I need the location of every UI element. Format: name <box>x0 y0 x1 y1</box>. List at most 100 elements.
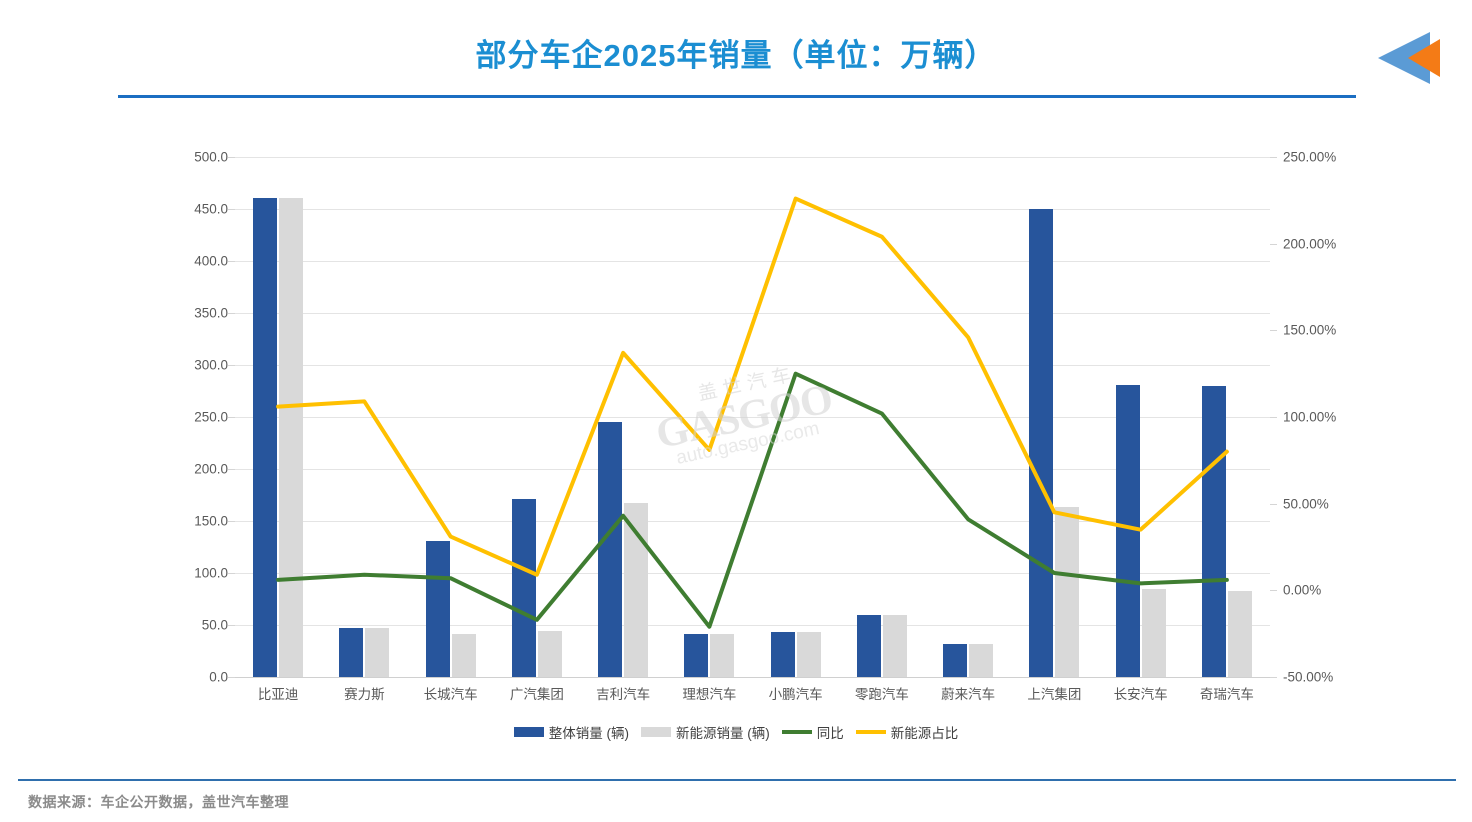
y-axis-left-tick-label: 200.0 <box>194 461 228 477</box>
x-axis-label-2: 长城汽车 <box>423 687 478 702</box>
y-axis-left-tick-label: 500.0 <box>194 149 228 165</box>
y-axis-left-tick-label: 400.0 <box>194 253 228 269</box>
line-series-nev-share <box>276 196 1229 577</box>
chart-header: 部分车企2025年销量（单位：万辆） <box>0 0 1472 100</box>
y-axis-right-tickmark <box>1270 157 1277 158</box>
y-axis-right-tick-label: 100.00% <box>1283 409 1337 425</box>
legend-swatch-icon <box>641 727 671 737</box>
bar-total-sales <box>253 197 278 677</box>
bar-series-group <box>235 157 1270 677</box>
bar-total-sales <box>1201 385 1226 677</box>
x-axis-label-9: 上汽集团 <box>1027 687 1082 702</box>
bar-nev-sales <box>969 643 994 677</box>
bar-nev-sales <box>1055 507 1080 677</box>
y-axis-left-tick-label: 300.0 <box>194 357 228 373</box>
bar-nev-sales <box>451 634 476 677</box>
y-axis-right-tickmark <box>1270 330 1277 332</box>
gridline <box>235 469 1270 470</box>
footer-divider <box>18 779 1456 781</box>
legend-swatch-icon <box>781 730 812 734</box>
y-axis-left-tick-label: 50.0 <box>201 617 228 633</box>
y-axis-right-tickmark <box>1270 417 1277 418</box>
legend-label: 同比 <box>816 726 844 741</box>
line-series-yoy <box>276 371 1229 629</box>
bar-total-sales <box>856 614 881 677</box>
y-axis-left-tickmark <box>228 157 235 158</box>
gridline <box>235 209 1270 210</box>
x-axis-label-10: 长安汽车 <box>1113 687 1168 702</box>
y-axis-right-tick-label: 0.00% <box>1283 582 1322 598</box>
bar-nev-sales <box>365 628 390 677</box>
y-axis-left-tick-label: 0.0 <box>209 669 228 685</box>
y-axis-right-tick-label: 50.00% <box>1283 496 1329 512</box>
y-axis-left-tickmark <box>228 677 235 678</box>
x-axis-label-11: 奇瑞汽车 <box>1199 687 1254 702</box>
y-axis-right-tickmark <box>1270 503 1277 505</box>
y-axis-left-tickmark <box>228 417 235 418</box>
line-series-group <box>276 196 1229 629</box>
bar-nev-sales <box>796 632 821 677</box>
gridline <box>235 417 1270 418</box>
legend-label: 新能源销量 (辆) <box>676 726 770 741</box>
x-axis-label-4: 吉利汽车 <box>596 687 651 702</box>
chart-legend: 整体销量 (辆) 新能源销量 (辆) 同比 新能源占比 <box>0 722 1472 742</box>
legend-item-1[interactable]: 新能源销量 (辆) <box>641 722 770 742</box>
gridline <box>235 313 1270 314</box>
bar-nev-sales <box>710 634 735 677</box>
y-axis-right-tick-label: 150.00% <box>1283 322 1337 338</box>
y-axis-right-tick-label: 250.00% <box>1283 149 1337 165</box>
bar-nev-sales <box>537 631 562 677</box>
x-axis-label-3: 广汽集团 <box>509 687 564 702</box>
legend-item-3[interactable]: 新能源占比 <box>855 722 959 742</box>
y-axis-left-tickmark <box>228 261 235 262</box>
bar-total-sales <box>598 422 623 677</box>
bar-total-sales <box>943 643 968 677</box>
gridline <box>235 365 1270 366</box>
bar-nev-sales <box>1227 590 1252 677</box>
y-axis-left-tick-label: 250.0 <box>194 409 228 425</box>
bar-nev-sales <box>1141 588 1166 677</box>
legend-item-2[interactable]: 同比 <box>781 722 844 742</box>
legend-label: 新能源占比 <box>890 726 959 741</box>
y-axis-left-tickmark <box>228 365 235 366</box>
x-axis-label-7: 零跑汽车 <box>854 687 909 702</box>
legend-item-0[interactable]: 整体销量 (辆) <box>513 722 629 742</box>
y-axis-left-tick-label: 100.0 <box>194 565 228 581</box>
gridline <box>235 157 1270 158</box>
gridline <box>235 261 1270 262</box>
x-axis-label-8: 蔚来汽车 <box>941 687 996 702</box>
y-axis-left-tickmark <box>228 521 235 522</box>
x-axis-line <box>235 677 1270 678</box>
legend-label: 整体销量 (辆) <box>548 726 629 741</box>
gridline <box>235 521 1270 522</box>
x-axis-label-5: 理想汽车 <box>682 687 737 702</box>
y-axis-left-tick-label: 450.0 <box>194 201 228 217</box>
data-source-note: 数据来源：车企公开数据，盖世汽车整理 <box>28 794 289 810</box>
y-axis-left-tickmark <box>228 625 235 626</box>
bar-total-sales <box>684 634 709 677</box>
bar-nev-sales <box>279 197 304 677</box>
y-axis-left-tickmark <box>228 313 235 314</box>
legend-swatch-icon <box>513 727 544 737</box>
y-axis-right-tickmark <box>1270 677 1277 678</box>
y-axis-right-tick-label: 200.00% <box>1283 236 1337 252</box>
x-axis-label-6: 小鹏汽车 <box>768 687 823 702</box>
y-axis-right-tickmark <box>1270 590 1277 592</box>
bar-total-sales <box>511 499 536 677</box>
bar-total-sales <box>1029 209 1054 677</box>
bar-nev-sales <box>882 614 907 677</box>
y-axis-left-tick-label: 350.0 <box>194 305 228 321</box>
y-axis-right-tickmark <box>1270 243 1277 245</box>
y-axis-left-tick-label: 150.0 <box>194 513 228 529</box>
gasgoo-arrow-logo-icon <box>1368 26 1464 88</box>
gridline <box>235 625 1270 626</box>
y-axis-left-tickmark <box>228 209 235 210</box>
bar-total-sales <box>425 540 450 677</box>
gridline <box>235 573 1270 574</box>
bar-total-sales <box>339 628 364 677</box>
x-axis-category-labels: 比亚迪 赛力斯 长城汽车 广汽集团 吉利汽车 理想汽车 小鹏汽车 零跑汽车 蔚来汽车 上汽集团 长安… <box>235 683 1270 707</box>
page-title: 部分车企2025年销量（单位：万辆） <box>475 38 997 73</box>
plot-region: 0.0 50.0 100.0 150.0 200.0 250.0 300.0 350.0 400… <box>194 150 1336 685</box>
x-axis-label-0: 比亚迪 <box>257 687 299 702</box>
